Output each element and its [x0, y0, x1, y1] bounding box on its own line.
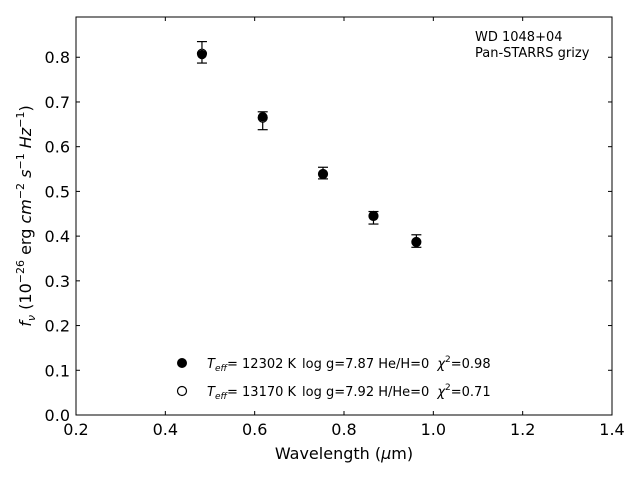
- model-point-filled: [368, 210, 379, 221]
- y-tick-label: 0.3: [45, 272, 70, 291]
- model-point-filled: [411, 237, 422, 248]
- model-point-filled: [197, 49, 207, 60]
- y-tick-label: 0.1: [45, 361, 70, 380]
- x-tick-label: 0.6: [242, 420, 267, 439]
- y-axis-label: fν (10−26 erg cm−2 s−1 Hz−1): [14, 105, 38, 326]
- y-tick-label: 0.2: [45, 317, 70, 336]
- plot-frame: [75, 16, 613, 416]
- legend-marker-filled: [177, 358, 187, 368]
- plot-layer: [196, 40, 422, 248]
- y-tick-label: 0.7: [45, 93, 70, 112]
- survey-label: Pan-STARRS grizy: [475, 46, 590, 61]
- x-tick-label: 0.4: [153, 420, 178, 439]
- object-name-label: WD 1048+04: [475, 30, 563, 45]
- y-tick-label: 0.8: [45, 48, 70, 67]
- y-tick-label: 0.6: [45, 138, 70, 157]
- y-tick-label: 0.5: [45, 182, 70, 201]
- legend-marker-open: [176, 385, 188, 397]
- x-tick-label: 0.2: [63, 420, 88, 439]
- x-tick-label: 0.8: [331, 420, 356, 439]
- x-tick-label: 1.0: [421, 420, 446, 439]
- axes-layer: 0.2 0.4 0.6 0.8 1.0 1.2 1.4 0.0 0.1 0.2 0.3 0.4 0.5 0…: [45, 16, 625, 439]
- y-tick-label: 0.0: [45, 406, 70, 425]
- model-point-filled: [258, 112, 268, 122]
- y-tick-label: 0.4: [45, 227, 70, 246]
- model-point-filled: [318, 169, 328, 180]
- x-tick-label: 1.4: [599, 420, 624, 439]
- x-axis-label: Wavelength (μm): [275, 444, 413, 463]
- x-tick-label: 1.2: [510, 420, 535, 439]
